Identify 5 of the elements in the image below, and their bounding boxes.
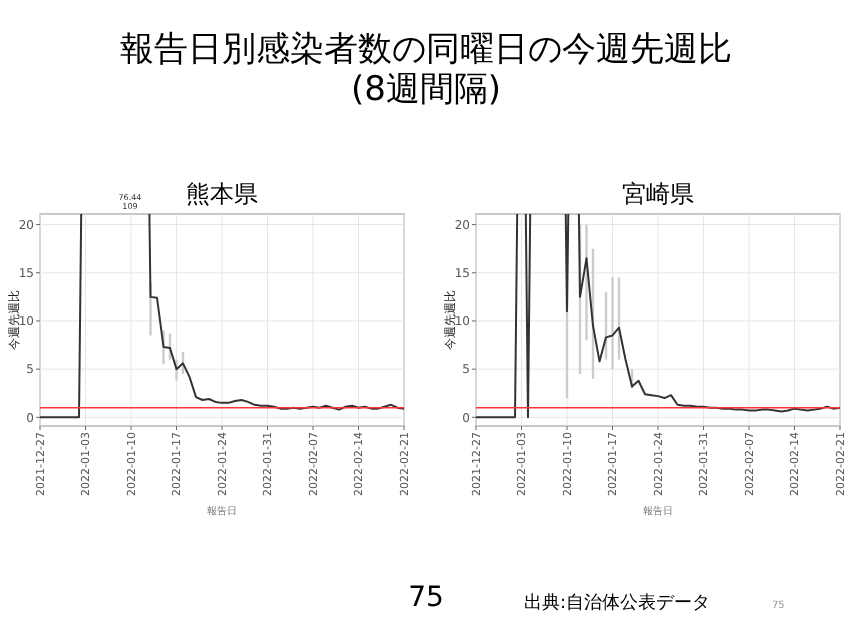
text: 75 [408,582,444,614]
source-note: 出典:自治体公表データ [524,592,711,614]
text: 報告日別感染者数の同曜日の今週先週比 (8週間隔) [120,30,732,110]
chart-title: 宮崎県 [622,180,694,208]
chart-title: 熊本県 [186,180,258,208]
